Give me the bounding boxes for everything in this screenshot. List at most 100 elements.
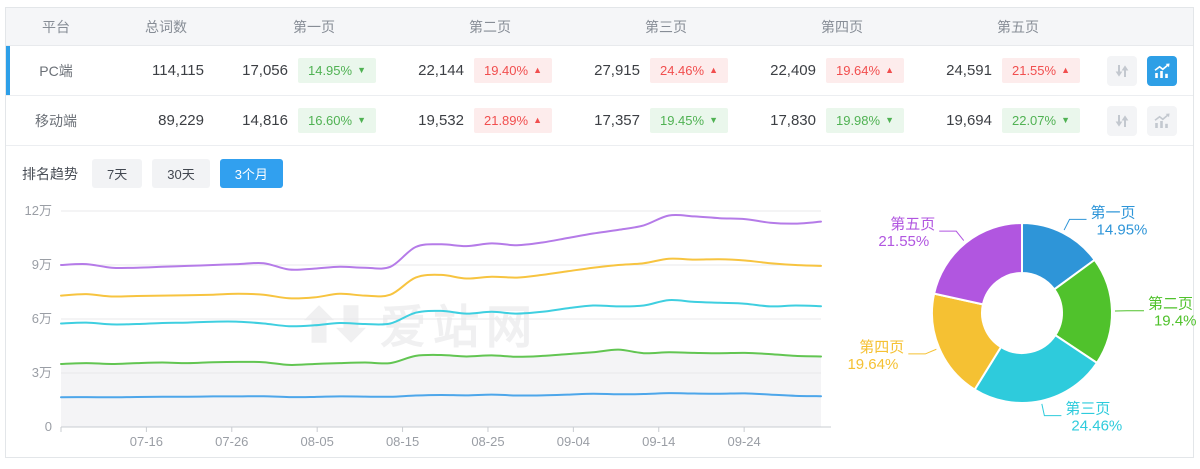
sort-arrows-button[interactable] — [1107, 105, 1137, 136]
page-5-cell: 24,591 21.55% ▲ — [930, 58, 1106, 83]
trend-down-icon: ▼ — [1061, 115, 1070, 125]
slice-label: 第三页 24.46% — [1065, 400, 1122, 435]
row-actions — [1106, 105, 1193, 136]
trend-chart-icon — [1154, 63, 1170, 78]
x-axis-tick-label: 08-15 — [386, 434, 419, 449]
change-badge: 19.45% ▼ — [650, 108, 728, 133]
table-row[interactable]: 移动端 89,229 14,816 16.60% ▼ 19,532 21.89% ▲ 17,35… — [6, 96, 1193, 146]
platform-cell: 移动端 — [35, 112, 77, 129]
change-percent: 21.89% — [483, 113, 529, 128]
trend-up-icon: ▲ — [1061, 65, 1070, 75]
trend-line-chart: 07-16 07-26 08-05 08-15 08-25 09-04 09-14 09-24… — [25, 203, 831, 449]
y-axis-tick-label: 3万 — [32, 365, 52, 380]
page-value: 22,409 — [770, 62, 816, 79]
keyword-rank-card: 平台 总词数 第一页 第二页 第三页 第四页 第五页 PC端 114,115 17,056 14.… — [5, 7, 1197, 461]
trend-toolbar: 排名趋势 7天 30天 3个月 — [6, 146, 1193, 195]
page-5-cell: 19,694 22.07% ▼ — [930, 108, 1106, 133]
trend-up-icon: ▲ — [533, 65, 542, 75]
series-line — [60, 348, 822, 366]
change-badge: 24.46% ▲ — [650, 58, 728, 83]
column-header-7: 第五页 — [997, 18, 1039, 35]
slice-label: 第五页 21.55% — [878, 215, 935, 250]
watermark-text: 爱站网 — [380, 301, 539, 353]
x-axis-tick-label: 09-14 — [642, 434, 675, 449]
change-badge: 14.95% ▼ — [298, 58, 376, 83]
page-4-cell: 17,830 19.98% ▼ — [754, 108, 930, 133]
page-2-cell: 22,144 19.40% ▲ — [402, 58, 578, 83]
area-fill — [61, 349, 821, 427]
trend-up-icon: ▲ — [533, 115, 542, 125]
rank-table: 平台 总词数 第一页 第二页 第三页 第四页 第五页 PC端 114,115 17,056 14.… — [6, 8, 1193, 146]
page-value: 17,830 — [770, 112, 816, 129]
page-value: 24,591 — [946, 62, 992, 79]
tab-7天[interactable]: 7天 — [92, 159, 143, 188]
trend-up-icon: ▲ — [885, 65, 894, 75]
column-header-5: 第三页 — [645, 18, 687, 35]
change-percent: 16.60% — [307, 113, 353, 128]
sort-arrows-icon — [1115, 64, 1129, 77]
trend-down-icon: ▼ — [357, 115, 366, 125]
donut-slice-第五页 — [932, 221, 1023, 306]
column-header-1: 平台 — [42, 18, 70, 35]
table-row[interactable]: PC端 114,115 17,056 14.95% ▼ 22,144 19.40% ▲ 27,9… — [6, 46, 1193, 96]
page-value: 19,532 — [418, 112, 464, 129]
change-percent: 19.45% — [659, 113, 705, 128]
page-value: 27,915 — [594, 62, 640, 79]
table-header: 平台 总词数 第一页 第二页 第三页 第四页 第五页 — [6, 8, 1193, 46]
slice-label: 第一页 14.95% — [1091, 203, 1148, 238]
label-leader-line — [908, 348, 937, 355]
total-words-cell: 114,115 — [152, 62, 204, 79]
page-value: 17,056 — [242, 62, 288, 79]
sort-arrows-icon — [1115, 114, 1129, 127]
change-percent: 19.64% — [835, 63, 881, 78]
distribution-chart-panel: 第一页 14.95% 第二页 19.4% 第三页 24.46% 第四页 19.64% 第五页 21… — [847, 195, 1197, 461]
charts-area: 爱站网 07-16 07-26 08-05 08-15 08-25 09-04 09-14 0… — [6, 195, 1197, 461]
series-line — [60, 392, 822, 399]
slice-label: 第二页 19.4% — [1148, 295, 1197, 330]
x-axis-tick-label: 07-26 — [215, 434, 248, 449]
series-line — [60, 213, 822, 271]
x-axis-tick-label: 08-05 — [301, 434, 334, 449]
page-value: 14,816 — [242, 112, 288, 129]
change-percent: 14.95% — [307, 63, 353, 78]
page-value: 22,144 — [418, 62, 464, 79]
trend-down-icon: ▼ — [709, 115, 718, 125]
x-axis-tick-label: 07-16 — [130, 434, 163, 449]
y-axis-tick-label: 6万 — [32, 311, 52, 326]
change-percent: 24.46% — [659, 63, 705, 78]
donut-slice-第三页 — [973, 333, 1099, 404]
column-header-2: 总词数 — [145, 18, 187, 35]
page-3-cell: 27,915 24.46% ▲ — [578, 58, 754, 83]
page-value: 19,694 — [946, 112, 992, 129]
trend-chart-button[interactable] — [1147, 105, 1177, 136]
x-axis-tick-label: 08-25 — [471, 434, 504, 449]
sort-arrows-button[interactable] — [1107, 55, 1137, 86]
watermark: 爱站网 — [304, 291, 539, 357]
slice-label: 第四页 19.64% — [847, 338, 904, 373]
label-leader-line — [1041, 403, 1062, 417]
change-badge: 19.40% ▲ — [474, 58, 552, 83]
x-axis-tick-label: 09-04 — [557, 434, 590, 449]
trend-down-icon: ▼ — [357, 65, 366, 75]
tab-30天[interactable]: 30天 — [152, 159, 210, 188]
column-header-4: 第二页 — [469, 18, 511, 35]
series-line — [60, 298, 822, 328]
donut-slice-第四页 — [931, 292, 1003, 391]
page-distribution-donut: 第一页 14.95% 第二页 19.4% 第三页 24.46% 第四页 19.64% 第五页 21… — [847, 203, 1197, 435]
trend-chart-icon — [1154, 113, 1170, 128]
page-4-cell: 22,409 19.64% ▲ — [754, 58, 930, 83]
change-percent: 19.40% — [483, 63, 529, 78]
change-badge: 16.60% ▼ — [298, 108, 376, 133]
series-line — [60, 257, 822, 300]
trend-chart-button[interactable] — [1147, 55, 1177, 86]
y-axis-tick-label: 9万 — [32, 257, 52, 272]
change-percent: 22.07% — [1011, 113, 1057, 128]
change-badge: 21.55% ▲ — [1002, 58, 1080, 83]
change-percent: 19.98% — [835, 113, 881, 128]
x-axis-tick-label: 09-24 — [728, 434, 761, 449]
change-percent: 21.55% — [1011, 63, 1057, 78]
tab-3个月[interactable]: 3个月 — [219, 159, 283, 188]
page-2-cell: 19,532 21.89% ▲ — [402, 108, 578, 133]
row-actions — [1106, 55, 1193, 86]
